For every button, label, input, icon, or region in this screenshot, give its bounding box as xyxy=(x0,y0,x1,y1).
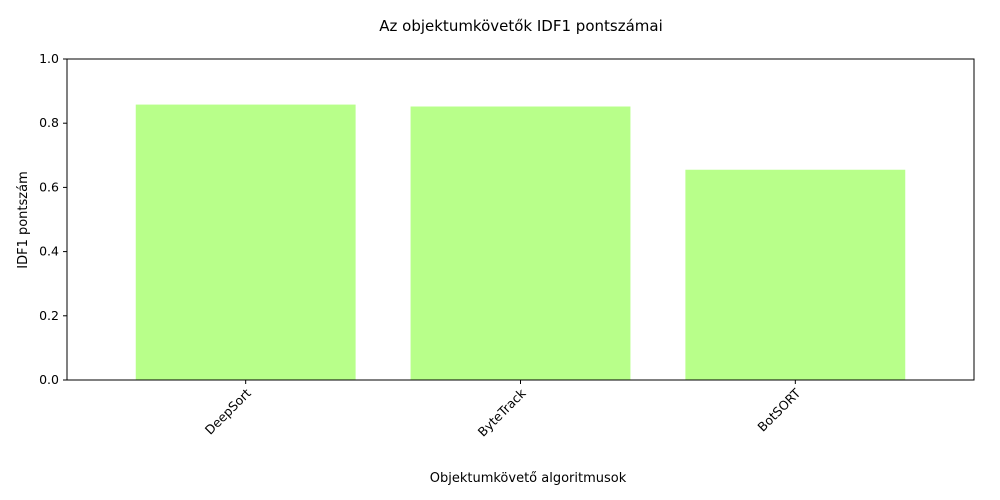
x-axis: DeepSort ByteTrack BotSORT xyxy=(202,380,804,439)
y-tick-label: 0.2 xyxy=(39,308,59,323)
bars-group xyxy=(135,104,906,381)
bar-deepsort xyxy=(135,104,356,380)
y-tick-label: 0.8 xyxy=(39,115,59,130)
y-axis: 0.0 0.2 0.4 0.6 0.8 1.0 xyxy=(39,51,67,387)
y-tick-label: 0.6 xyxy=(39,179,59,194)
chart-title: Az objektumkövetők IDF1 pontszámai xyxy=(379,17,662,35)
bar-botsort xyxy=(685,169,906,380)
x-tick-label: ByteTrack xyxy=(475,385,529,439)
y-tick-label: 0.0 xyxy=(39,372,59,387)
y-tick-label: 0.4 xyxy=(39,244,59,259)
bar-bytetrack xyxy=(410,106,631,381)
x-axis-label: Objektumkövető algoritmusok xyxy=(430,471,627,486)
y-tick-label: 1.0 xyxy=(39,51,59,66)
x-tick-label: BotSORT xyxy=(754,385,803,434)
x-tick-label: DeepSort xyxy=(202,385,254,437)
plot-frame xyxy=(66,58,975,381)
y-axis-label: IDF1 pontszám xyxy=(16,171,31,269)
